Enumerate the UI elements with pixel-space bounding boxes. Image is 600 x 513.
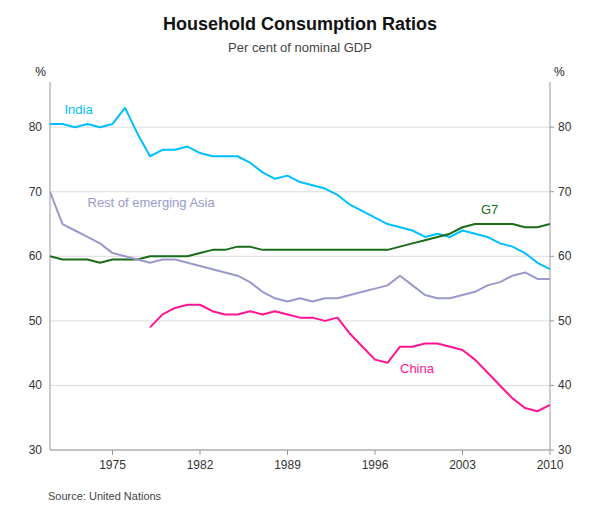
lines (50, 108, 550, 411)
y2-tick (550, 127, 554, 128)
y2-tick-label: 60 (558, 249, 572, 263)
x-tick (550, 450, 551, 455)
source: Source: United Nations (48, 490, 162, 502)
y2-tick-label: 30 (558, 443, 572, 457)
y2-tick (550, 385, 554, 386)
x-axis-line (50, 450, 550, 451)
y2-tick-label: 70 (558, 185, 572, 199)
grid-line (50, 450, 550, 451)
subtitle: Per cent of nominal GDP (228, 40, 372, 55)
grid (50, 127, 550, 450)
y-axis-label: % (35, 65, 46, 79)
y-tick-label: 50 (29, 314, 43, 328)
x-tick-label: 1975 (99, 458, 126, 472)
chart: Household Consumption Ratios Per cent of … (0, 0, 600, 513)
x-tick-label: 1982 (187, 458, 214, 472)
y2-axis-line (550, 82, 551, 450)
series-line (150, 305, 550, 412)
x-tick (462, 450, 463, 455)
y2-tick (550, 256, 554, 257)
y2-tick-label: 40 (558, 378, 572, 392)
y2-axis-label: % (554, 65, 565, 79)
y-tick-label: 80 (29, 120, 43, 134)
y-tick-label: 70 (29, 185, 43, 199)
series-line (50, 192, 550, 302)
y-tick-label: 40 (29, 378, 43, 392)
x-tick-label: 1989 (274, 458, 301, 472)
grid-line (50, 385, 550, 386)
x-tick (112, 450, 113, 455)
y-tick-label: 30 (29, 443, 43, 457)
grid-line (50, 191, 550, 192)
y2-tick (550, 450, 554, 451)
y2-tick-label: 80 (558, 120, 572, 134)
title: Household Consumption Ratios (163, 14, 437, 34)
grid-line (50, 127, 550, 128)
series-label: G7 (481, 202, 498, 217)
y2-tick (550, 320, 554, 321)
y-axis-line (50, 82, 51, 450)
x-tick-label: 2010 (537, 458, 564, 472)
series-label: Rest of emerging Asia (88, 195, 216, 210)
x-tick (375, 450, 376, 455)
series-label: India (65, 102, 94, 117)
x-tick (200, 450, 201, 455)
x-tick-label: 1996 (362, 458, 389, 472)
x-tick (287, 450, 288, 455)
series-label: China (400, 361, 435, 376)
grid-line (50, 320, 550, 321)
y-tick-label: 60 (29, 249, 43, 263)
series-line (50, 108, 550, 269)
x-tick-label: 2003 (449, 458, 476, 472)
y2-tick-label: 50 (558, 314, 572, 328)
page: {"chart_data": { "type": "line", "title"… (0, 0, 600, 513)
y2-tick (550, 191, 554, 192)
